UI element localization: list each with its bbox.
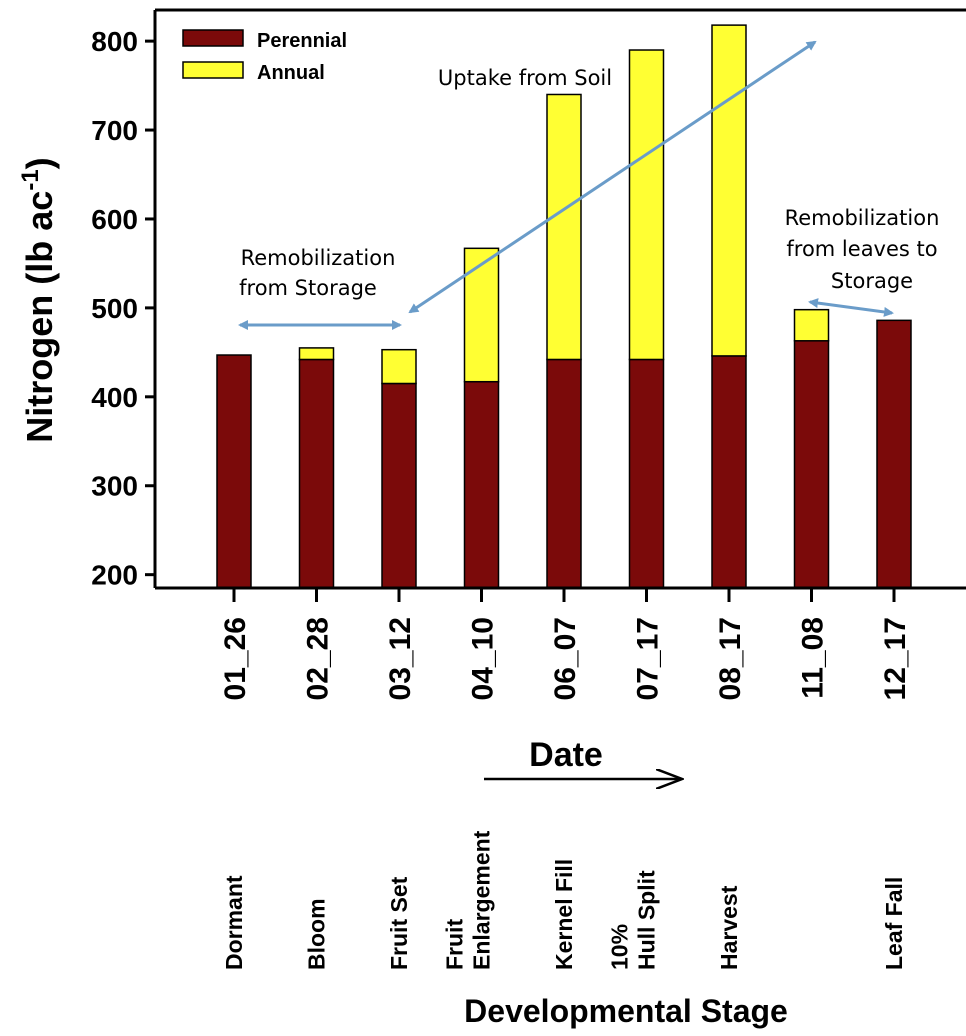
y-tick-label: 500	[91, 293, 138, 324]
x-axis-title: Date	[529, 736, 603, 774]
y-tick-label: 700	[91, 115, 138, 146]
annotation-remob-leaves-line3: Storage	[831, 269, 913, 293]
annotation-remob-storage-line2: from Storage	[239, 276, 377, 300]
bar-perennial-06_07	[546, 358, 582, 589]
legend-label-perennial: Perennial	[257, 30, 347, 52]
bar-perennial-01_26	[216, 354, 252, 589]
annotation-remob-leaves-line2: from leaves to	[786, 237, 937, 261]
x-tick-label-02_28: 02_28	[302, 617, 335, 700]
stage-label: Dormant	[221, 875, 247, 970]
bar-annual-06_07	[546, 93, 582, 361]
bar-annual-11_08	[793, 308, 830, 342]
y-tick-label: 300	[91, 471, 138, 502]
legend: Perennial Annual	[182, 29, 347, 84]
stage-label: Hull Split	[634, 870, 660, 970]
y-tick-label: 400	[91, 382, 138, 413]
bar-annual-07_17	[628, 49, 665, 361]
bar-perennial-11_08	[793, 340, 830, 589]
stage-axis-title: Developmental Stage	[464, 993, 788, 1029]
stage-label: Harvest	[716, 885, 742, 970]
y-tick-label: 600	[91, 204, 138, 235]
legend-swatch-perennial	[182, 29, 244, 47]
stage-label: Fruit Set	[386, 876, 412, 970]
y-tick-label: 200	[91, 560, 138, 591]
stage-label: Bloom	[304, 898, 330, 970]
y-tick-label: 800	[91, 26, 138, 57]
x-tick-label-12_17: 12_17	[879, 617, 912, 700]
stage-label: Enlargement	[469, 830, 495, 970]
bars-group	[216, 24, 912, 589]
stage-labels-group: Dormant Bloom Fruit Set Fruit Enlargement Ker…	[221, 830, 907, 970]
y-ticks-group: 200 300 400 500 600 700 800	[91, 26, 155, 591]
arrow-uptake-soil	[408, 40, 817, 314]
annotation-remob-leaves-line1: Remobilization	[785, 206, 940, 230]
stage-label: Fruit	[442, 919, 468, 970]
y-axis-title-suffix: )	[19, 157, 60, 169]
x-tick-label-07_17: 07_17	[632, 617, 665, 700]
x-tick-label-01_26: 01_26	[219, 617, 252, 700]
x-ticks-group: 01_26 02_28 03_12 04_10 06_07 07_17 08_17 11_08…	[219, 588, 912, 700]
stage-label: Leaf Fall	[881, 877, 907, 970]
y-axis-title-superscript: -1	[17, 169, 44, 190]
x-tick-label-03_12: 03_12	[384, 617, 417, 700]
bar-annual-08_17	[711, 24, 747, 357]
bar-perennial-08_17	[711, 355, 747, 589]
stage-label: 10%	[607, 924, 633, 970]
annotation-uptake-soil: Uptake from Soil	[438, 66, 612, 90]
bar-perennial-04_10	[463, 380, 500, 589]
x-tick-label-08_17: 08_17	[714, 617, 747, 700]
bar-perennial-12_17	[876, 319, 912, 589]
bar-annual-04_10	[463, 247, 500, 383]
arrow-remob-leaves	[808, 298, 894, 317]
bar-annual-03_12	[381, 348, 417, 385]
x-tick-label-04_10: 04_10	[467, 617, 500, 700]
legend-label-annual: Annual	[257, 62, 325, 84]
bar-perennial-02_28	[298, 358, 335, 589]
x-tick-label-06_07: 06_07	[549, 617, 582, 700]
bar-annual-02_28	[298, 347, 335, 361]
x-tick-label-11_08: 11_08	[797, 617, 830, 699]
stage-label: Kernel Fill	[551, 859, 577, 970]
y-axis-title: Nitrogen (lb ac-1)	[17, 157, 60, 442]
y-axis-title-main: Nitrogen (lb ac	[19, 191, 60, 443]
bar-perennial-07_17	[628, 358, 665, 589]
legend-swatch-annual	[182, 61, 244, 79]
bar-perennial-03_12	[381, 382, 417, 589]
annotation-remob-storage-line1: Remobilization	[241, 246, 396, 270]
